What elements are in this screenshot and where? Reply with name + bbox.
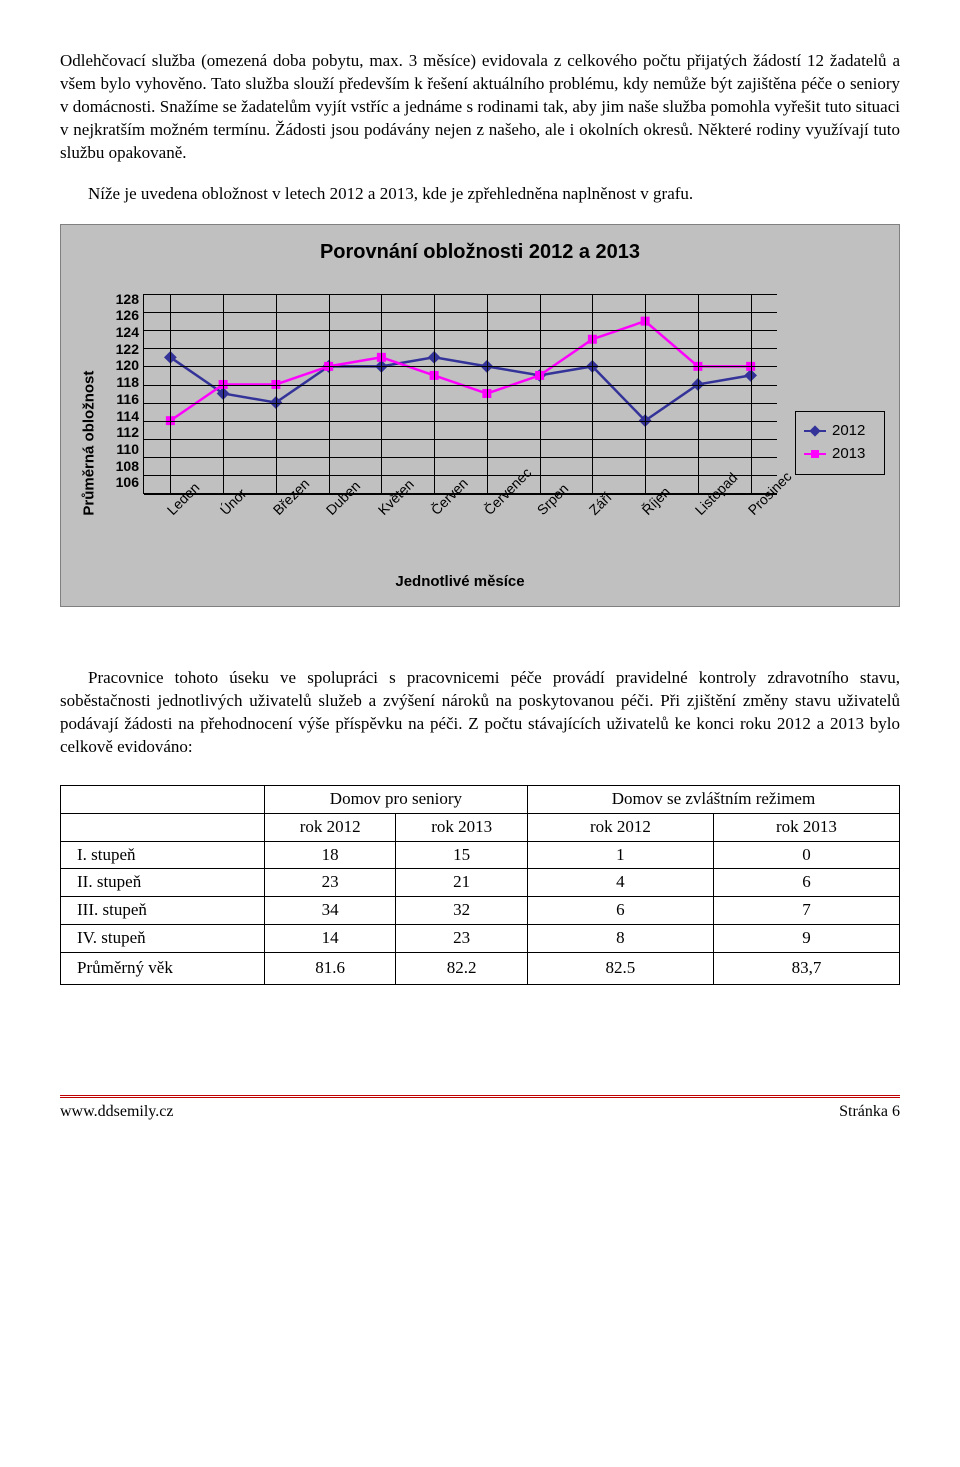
chart-yticks: 128126124122120118116114112110108106 — [103, 294, 143, 494]
chart-plot-area — [143, 294, 777, 494]
gridline-h — [144, 330, 777, 331]
table-col-header: rok 2013 — [396, 813, 527, 841]
table-row-label: Průměrný věk — [61, 953, 265, 985]
gridline-v — [751, 294, 752, 493]
table-row-label: II. stupeň — [61, 869, 265, 897]
footer-right: Stránka 6 — [839, 1101, 900, 1123]
table-group-header-row: Domov pro seniory Domov se zvláštním rež… — [61, 785, 900, 813]
chart-title: Porovnání obložnosti 2012 a 2013 — [75, 239, 885, 266]
table-cell: 6 — [713, 869, 899, 897]
gridline-h — [144, 457, 777, 458]
gridline-v — [381, 294, 382, 493]
table-row-label: IV. stupeň — [61, 925, 265, 953]
legend-item: 2013 — [804, 444, 876, 464]
gridline-h — [144, 403, 777, 404]
gridline-h — [144, 366, 777, 367]
chart-ylabel: Průměrná obložnost — [79, 370, 99, 515]
table-row: IV. stupeň142389 — [61, 925, 900, 953]
table-cell: 0 — [713, 841, 899, 869]
gridline-v — [540, 294, 541, 493]
table-group-header: Domov pro seniory — [264, 785, 527, 813]
footer-left: www.ddsemily.cz — [60, 1101, 173, 1123]
legend-marker-icon — [804, 430, 826, 432]
table-corner — [61, 785, 265, 813]
legend-label: 2012 — [832, 421, 865, 441]
gridline-h — [144, 294, 777, 295]
table-row-label: I. stupeň — [61, 841, 265, 869]
gridline-h — [144, 348, 777, 349]
gridline-h — [144, 421, 777, 422]
paragraph-1: Odlehčovací služba (omezená doba pobytu,… — [60, 50, 900, 165]
table-col-header-row: rok 2012 rok 2013 rok 2012 rok 2013 — [61, 813, 900, 841]
gridline-v — [698, 294, 699, 493]
table-cell: 23 — [396, 925, 527, 953]
table-cell: 34 — [264, 897, 395, 925]
table-cell: 9 — [713, 925, 899, 953]
table-cell: 32 — [396, 897, 527, 925]
table-cell: 14 — [264, 925, 395, 953]
gridline-v — [276, 294, 277, 493]
gridline-v — [329, 294, 330, 493]
gridline-v — [592, 294, 593, 493]
table-col-header: rok 2013 — [713, 813, 899, 841]
table-col-header: rok 2012 — [527, 813, 713, 841]
legend-marker-icon — [804, 453, 826, 455]
gridline-v — [487, 294, 488, 493]
chart-xlabel: Jednotlivé měsíce — [143, 572, 777, 592]
table-cell: 15 — [396, 841, 527, 869]
table-cell: 81.6 — [264, 953, 395, 985]
gridline-v — [645, 294, 646, 493]
footer: www.ddsemily.cz Stránka 6 — [60, 1095, 900, 1123]
gridline-h — [144, 439, 777, 440]
table-cell: 18 — [264, 841, 395, 869]
footer-rule — [60, 1095, 900, 1099]
table-avg-row: Průměrný věk 81.6 82.2 82.5 83,7 — [61, 953, 900, 985]
table-cell: 6 — [527, 897, 713, 925]
table-cell: 21 — [396, 869, 527, 897]
table-cell: 4 — [527, 869, 713, 897]
paragraph-3: Pracovnice tohoto úseku ve spolupráci s … — [60, 667, 900, 759]
table-row: I. stupeň181510 — [61, 841, 900, 869]
table-row: II. stupeň232146 — [61, 869, 900, 897]
legend-item: 2012 — [804, 421, 876, 441]
chart-series — [144, 294, 777, 493]
table-cell: 1 — [527, 841, 713, 869]
chart-container: Porovnání obložnosti 2012 a 2013 Průměrn… — [60, 224, 900, 607]
gridline-h — [144, 385, 777, 386]
table-col-header: rok 2012 — [264, 813, 395, 841]
table-cell: 23 — [264, 869, 395, 897]
table-row: III. stupeň343267 — [61, 897, 900, 925]
series-line-2013 — [170, 321, 750, 421]
chart-xticks: LedenÚnorBřezenDubenKvětenČervenČervenec… — [143, 498, 776, 568]
paragraph-2: Níže je uvedena obložnost v letech 2012 … — [60, 183, 900, 206]
table-cell: 82.5 — [527, 953, 713, 985]
table-cell: 7 — [713, 897, 899, 925]
legend-label: 2013 — [832, 444, 865, 464]
ytick-label: 106 — [103, 475, 139, 493]
table-row-label: III. stupeň — [61, 897, 265, 925]
gridline-h — [144, 312, 777, 313]
table-cell: 8 — [527, 925, 713, 953]
gridline-v — [170, 294, 171, 493]
table-cell: 83,7 — [713, 953, 899, 985]
gridline-v — [223, 294, 224, 493]
table-blank — [61, 813, 265, 841]
gridline-v — [434, 294, 435, 493]
table-cell: 82.2 — [396, 953, 527, 985]
data-table: Domov pro seniory Domov se zvláštním rež… — [60, 785, 900, 986]
chart-legend: 2012 2013 — [795, 411, 885, 475]
table-group-header: Domov se zvláštním režimem — [527, 785, 899, 813]
